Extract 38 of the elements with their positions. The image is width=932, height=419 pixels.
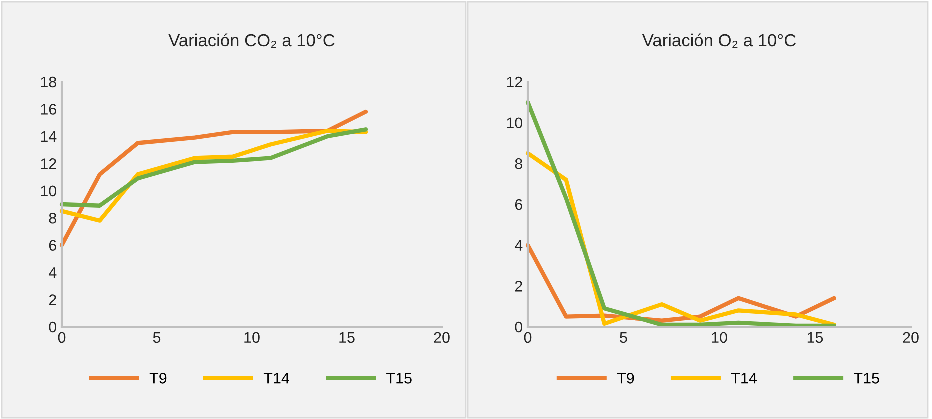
- legend-label: T9: [150, 373, 167, 384]
- chart-title: Variación O₂ a 10°C: [642, 34, 796, 48]
- y-tick-label: 14: [41, 131, 57, 142]
- legend-label: T9: [617, 373, 634, 384]
- y-tick-label: 12: [41, 158, 56, 170]
- x-tick-label: 5: [153, 332, 161, 344]
- line-series: [60, 128, 368, 208]
- x-tick-label: 5: [620, 332, 628, 344]
- x-tick-label: 10: [712, 332, 728, 344]
- y-tick-label: 6: [49, 240, 56, 252]
- y-tick-label: 10: [41, 186, 57, 197]
- line-series: [526, 100, 836, 328]
- y-tick-label: 16: [41, 104, 56, 115]
- legend-label: T15: [854, 373, 880, 384]
- legend-label: T15: [386, 373, 412, 384]
- x-tick-label: 15: [808, 332, 824, 344]
- line-series: [60, 110, 368, 248]
- y-tick-label: 18: [41, 76, 56, 88]
- x-tick-label: 20: [903, 332, 919, 344]
- x-tick-label: 10: [244, 332, 260, 344]
- legend-label: T14: [731, 373, 757, 384]
- y-tick-label: 4: [48, 268, 57, 278]
- x-tick-label: 0: [524, 332, 532, 344]
- y-tick-label: 8: [49, 212, 56, 224]
- legend-label: T14: [264, 373, 290, 384]
- y-tick-label: 4: [514, 240, 523, 251]
- x-tick-label: 15: [340, 332, 355, 344]
- y-tick-label: 2: [515, 281, 522, 292]
- y-tick-label: 12: [507, 76, 522, 88]
- chart-title: Variación CO₂ a 10°C: [168, 34, 335, 48]
- y-tick-label: 2: [49, 294, 56, 306]
- x-tick-label: 20: [434, 332, 450, 344]
- y-tick-label: 0: [49, 322, 57, 333]
- x-tick-label: 0: [58, 332, 66, 344]
- y-tick-label: 6: [515, 199, 522, 210]
- y-tick-label: 0: [515, 322, 523, 333]
- y-tick-label: 8: [515, 158, 522, 170]
- y-tick-label: 10: [507, 118, 523, 129]
